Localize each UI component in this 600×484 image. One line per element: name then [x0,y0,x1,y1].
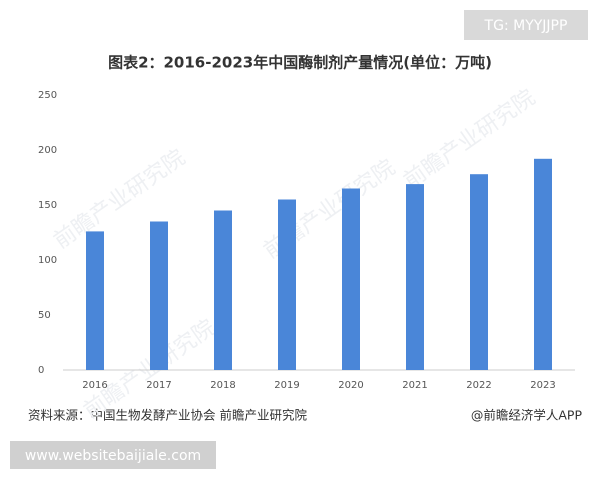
y-tick-label: 150 [38,200,57,211]
website-box [10,441,216,469]
y-tick-label: 250 [38,90,57,101]
x-tick-label: 2021 [402,380,427,391]
website: www.websitebaijiale.com [25,448,201,464]
bar [342,188,360,370]
bar [278,199,296,370]
y-tick-label: 200 [38,145,57,156]
credit: @前瞻经济学人APP [471,408,583,423]
bar [406,184,424,370]
bar [534,158,552,370]
x-tick-label: 2023 [530,380,555,391]
y-tick-label: 0 [38,365,44,376]
tag-box [464,10,588,40]
x-tick-label: 2020 [338,380,363,391]
bar [86,231,104,370]
bar [150,221,168,370]
x-tick-label: 2019 [274,380,299,391]
x-tick-label: 2017 [146,380,171,391]
y-tick-label: 50 [38,310,51,321]
bar [470,174,488,370]
source: 资料来源：中国生物发酵产业协会 前瞻产业研究院 [28,408,307,423]
x-tick-label: 2022 [466,380,491,391]
y-tick-label: 100 [38,255,57,266]
x-tick-label: 2018 [210,380,235,391]
bar [214,210,232,370]
x-tick-label: 2016 [82,380,107,391]
tag: TG: MYYJJPP [484,18,568,34]
chart-title: 图表2：2016-2023年中国酶制剂产量情况(单位：万吨) [108,54,492,72]
